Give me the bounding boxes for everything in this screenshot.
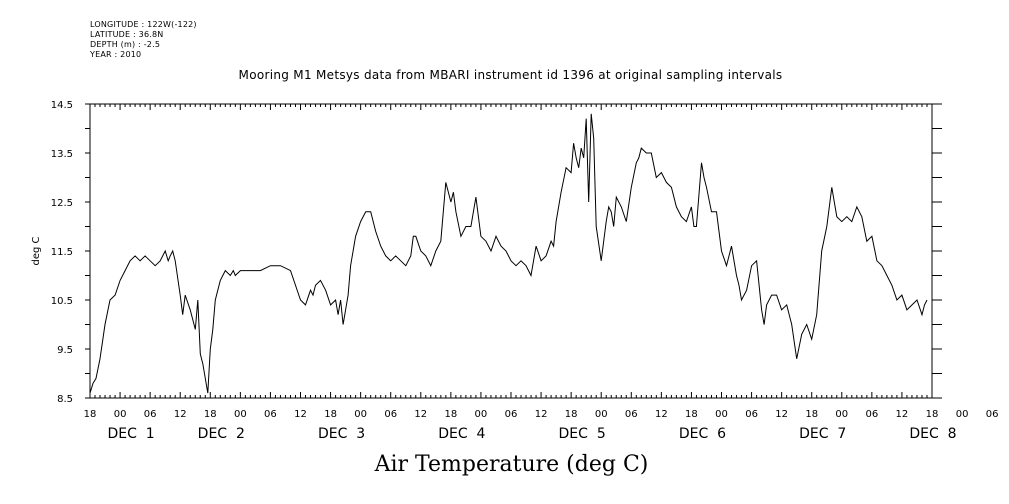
y-tick-label: 13.5 xyxy=(51,149,73,160)
latitude-label: LATITUDE : 36.8N xyxy=(90,30,164,39)
x-tick-label: 12 xyxy=(775,409,788,420)
y-tick-label: 14.5 xyxy=(51,100,73,111)
x-tick-label: 00 xyxy=(475,409,488,420)
x-tick-label: 06 xyxy=(865,409,878,420)
longitude-label: LONGITUDE : 122W(-122) xyxy=(90,20,197,29)
x-tick-label: 18 xyxy=(444,409,457,420)
x-tick-label: 18 xyxy=(565,409,578,420)
x-axis-title: Air Temperature (deg C) xyxy=(374,452,649,477)
x-tick-label: 06 xyxy=(505,409,518,420)
x-tick-label: 00 xyxy=(956,409,969,420)
y-tick-label: 12.5 xyxy=(51,198,73,209)
x-date-label: DEC 4 xyxy=(438,426,485,442)
x-date-label: DEC 1 xyxy=(107,426,154,442)
metadata-block: LONGITUDE : 122W(-122) LATITUDE : 36.8N … xyxy=(90,20,197,60)
x-tick-label: 18 xyxy=(204,409,217,420)
x-tick-label: 12 xyxy=(174,409,187,420)
x-date-label: DEC 8 xyxy=(909,426,956,442)
y-tick-label: 9.5 xyxy=(57,345,73,356)
x-tick-label: 00 xyxy=(595,409,608,420)
y-axis-label: deg C xyxy=(31,236,42,265)
y-tick-label: 11.5 xyxy=(51,247,73,258)
depth-label: DEPTH (m) : -2.5 xyxy=(90,40,161,49)
x-date-label: DEC 7 xyxy=(799,426,846,442)
chart-title-wrap: Mooring M1 Metsys data from MBARI instru… xyxy=(0,68,1009,82)
x-tick-label: 00 xyxy=(715,409,728,420)
year-label: YEAR : 2010 xyxy=(90,50,142,59)
x-tick-label: 12 xyxy=(414,409,427,420)
x-tick-label: 12 xyxy=(655,409,668,420)
x-tick-label: 12 xyxy=(535,409,548,420)
x-date-label: DEC 5 xyxy=(559,426,606,442)
plot-frame xyxy=(89,103,933,399)
x-date-label: DEC 2 xyxy=(198,426,245,442)
x-tick-label: 18 xyxy=(324,409,337,420)
y-tick-label: 8.5 xyxy=(57,394,73,405)
axes-layer: 18 00 06 12 18 00 06 12 18 00 06 12 18 00 06 12 18 00 06 12… xyxy=(51,100,999,442)
x-tick-label: 12 xyxy=(896,409,909,420)
x-date-label: DEC 6 xyxy=(679,426,726,442)
x-tick-label: 06 xyxy=(625,409,638,420)
chart-title: Mooring M1 Metsys data from MBARI instru… xyxy=(238,68,783,82)
x-tick-label: 06 xyxy=(384,409,397,420)
x-tick-label: 18 xyxy=(685,409,698,420)
x-date-label: DEC 3 xyxy=(318,426,365,442)
x-axis-title-wrap: Air Temperature (deg C) xyxy=(0,452,1009,477)
x-tick-label: 06 xyxy=(745,409,758,420)
x-tick-label: 06 xyxy=(264,409,277,420)
y-tick-label: 10.5 xyxy=(51,296,73,307)
x-tick-label: 00 xyxy=(114,409,127,420)
x-tick-label: 18 xyxy=(926,409,939,420)
x-tick-label: 06 xyxy=(986,409,999,420)
x-tick-label: 06 xyxy=(144,409,157,420)
series-line-air-temperature xyxy=(89,113,928,394)
x-tick-label: 18 xyxy=(84,409,97,420)
x-tick-label: 12 xyxy=(294,409,307,420)
x-tick-label: 00 xyxy=(354,409,367,420)
x-tick-label: 00 xyxy=(234,409,247,420)
x-tick-label: 18 xyxy=(805,409,818,420)
x-tick-label: 00 xyxy=(835,409,848,420)
